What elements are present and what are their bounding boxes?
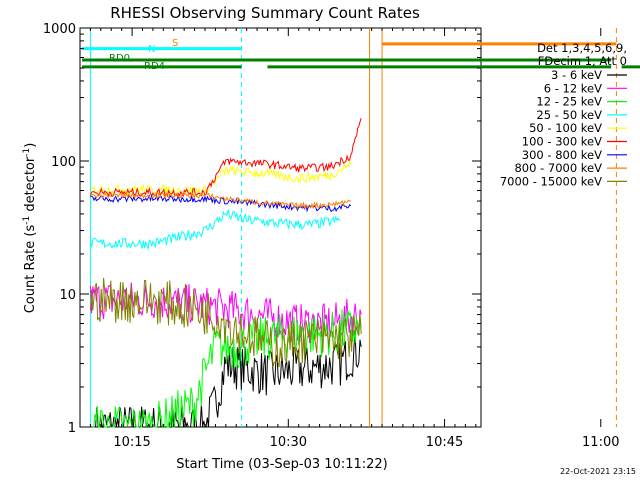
legend-label-5: 100 - 300 keV (522, 135, 602, 149)
series-lines (89, 117, 362, 429)
legend-label-4: 50 - 100 keV (529, 121, 602, 135)
flag-label-n: N (148, 44, 155, 55)
x-tick-label-2: 10:45 (426, 435, 463, 450)
y-axis-label-mid: detector (23, 156, 38, 216)
legend-header-1: Det 1,3,4,5,6,9, (537, 41, 627, 55)
legend-label-2: 12 - 25 keV (536, 95, 602, 109)
timestamp: 22-Oct-2021 23:15 (560, 467, 636, 476)
series-line-4-0 (90, 159, 352, 197)
marker-lines (89, 28, 617, 427)
y-axis-label-main: Count Rate (s (23, 225, 38, 314)
y-axis-label-sup2: -1 (22, 148, 32, 157)
y-tick-label-1: 10 (59, 288, 76, 303)
series-line-3-0 (89, 209, 341, 251)
legend-header-2: FDecim 1, Att 0 (538, 54, 627, 68)
legend: Det 1,3,4,5,6,9, FDecim 1, Att 0 3 - 6 k… (500, 41, 627, 188)
flag-label-rd0: RD0 (109, 53, 130, 64)
x-tick-label-3: 11:00 (582, 435, 619, 450)
y-axis-label: Count Rate (s-1 detector-1) (22, 143, 38, 314)
plot-area (79, 27, 482, 428)
legend-label-7: 800 - 7000 keV (514, 161, 602, 175)
plot-frame (79, 27, 482, 428)
x-axis-label: Start Time (03-Sep-03 10:11:22) (176, 457, 387, 472)
legend-label-0: 3 - 6 keV (551, 68, 602, 82)
chart-title: RHESSI Observing Summary Count Rates (110, 4, 420, 22)
y-tick-label-2: 100 (51, 155, 76, 170)
flag-label-s: S (172, 38, 178, 49)
legend-label-1: 6 - 12 keV (544, 81, 602, 95)
series-line-7-0 (89, 191, 351, 210)
x-tick-label-1: 10:30 (270, 435, 307, 450)
legend-label-8: 7000 - 15000 keV (500, 174, 602, 188)
series-line-2-0 (92, 309, 362, 429)
y-tick-label-3: 1000 (43, 22, 76, 37)
y-axis-label-end: ) (23, 143, 38, 148)
legend-label-6: 300 - 800 keV (522, 148, 602, 162)
y-axis-label-sup1: -1 (22, 216, 32, 225)
y-tick-label-0: 1 (68, 421, 76, 436)
x-tick-label-0: 10:15 (113, 435, 150, 450)
flag-label-rd4: RD4 (144, 61, 165, 72)
series-line-5-0 (89, 117, 362, 199)
flag-bars: N RD0 RD4 S (82, 38, 640, 72)
series-line-8-0 (89, 277, 362, 368)
legend-label-3: 25 - 50 keV (536, 108, 602, 122)
y-axis: 1 10 100 1000 (43, 22, 481, 436)
